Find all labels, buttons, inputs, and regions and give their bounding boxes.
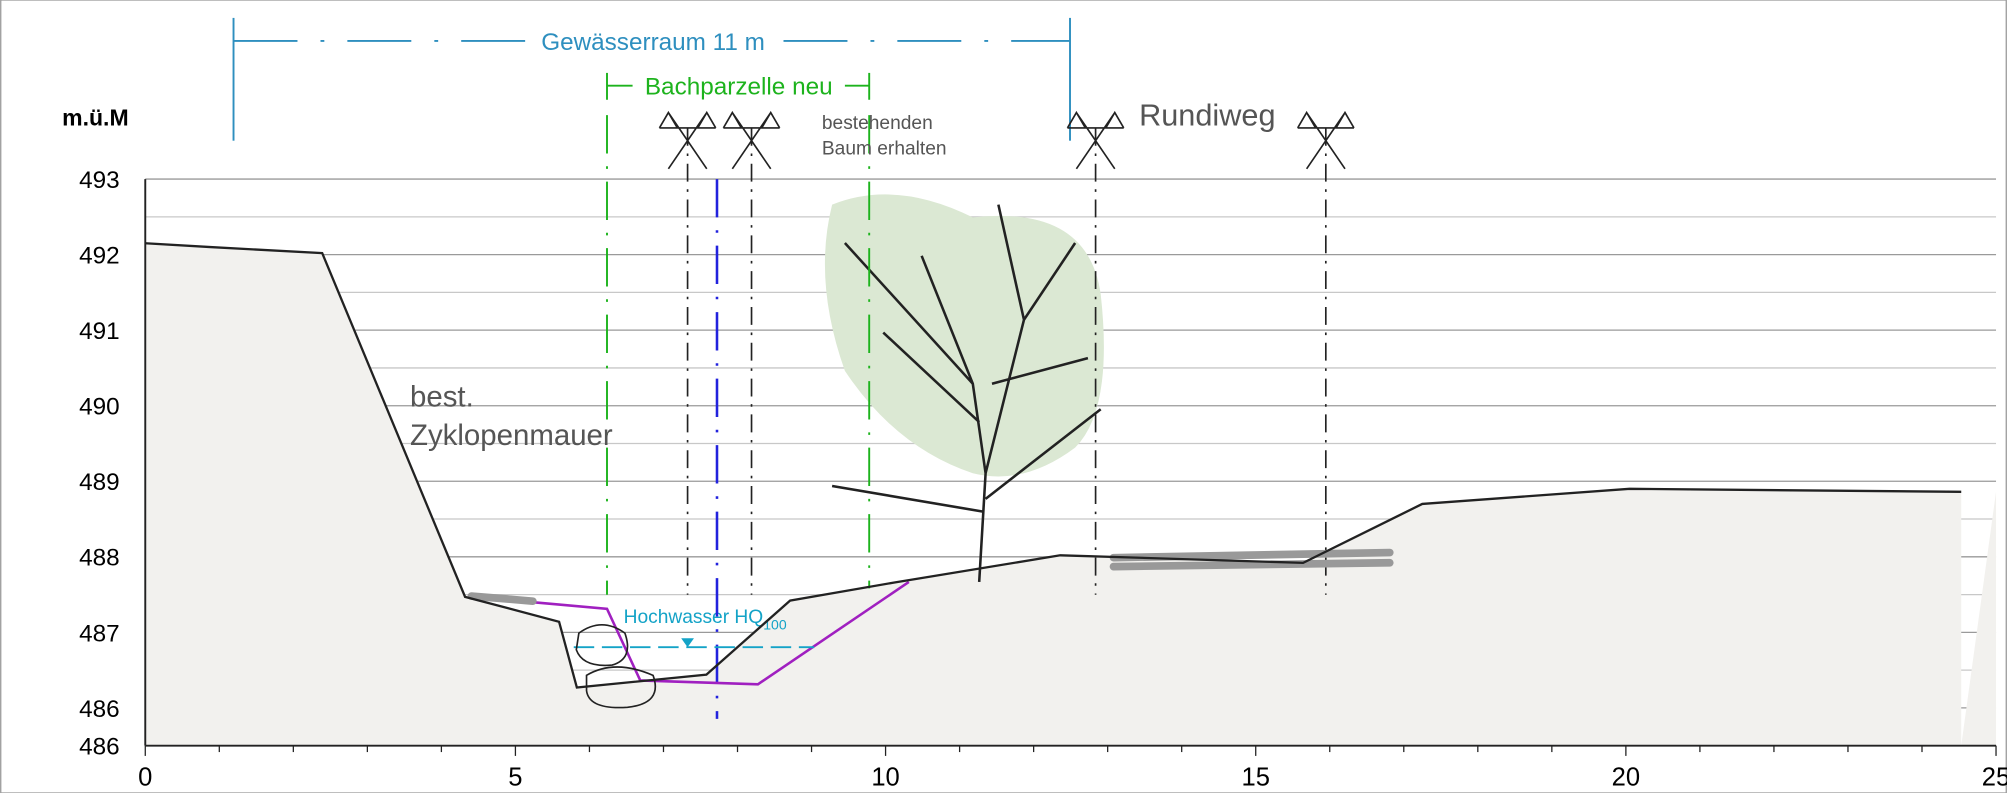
x-tick-label: 5: [508, 763, 522, 791]
ground-fill: [145, 243, 1997, 746]
y-tick-label: 486: [79, 696, 120, 723]
y-tick-label: 491: [79, 318, 120, 345]
label: bestehenden: [822, 113, 933, 134]
y-tick-label: 487: [79, 620, 120, 647]
y-tick-label: 486: [79, 734, 120, 761]
bachparzelle-dim: [606, 72, 871, 595]
axes: 486 486 487 488 489 490 491 492 493 0 5 10 15 20 25: [79, 167, 2007, 791]
gewaesserraum-dim: [232, 17, 1071, 141]
label: Hochwasser HQ100: [624, 607, 787, 632]
x-tick-label: 20: [1612, 763, 1640, 791]
stones: [575, 623, 657, 709]
x-tick-label: 25: [1982, 763, 2007, 791]
unit-label: m.ü.M: [62, 104, 128, 130]
path-surface: [467, 548, 1394, 605]
label: Rundiweg: [1139, 97, 1275, 132]
x-tick-label: 10: [871, 763, 899, 791]
y-tick-label: 489: [79, 469, 120, 496]
label: Bachparzelle neu: [645, 74, 833, 101]
label: best.: [410, 381, 474, 414]
label: Gewässerraum 11 m: [541, 29, 765, 56]
y-tick-label: 488: [79, 545, 120, 572]
y-tick-label: 492: [79, 243, 120, 270]
terrain-line: [145, 242, 1962, 689]
water-symbol: [681, 638, 694, 648]
x-tick-label: 15: [1241, 763, 1269, 791]
y-tick-label: 493: [79, 167, 120, 194]
label: Baum erhalten: [822, 139, 947, 160]
label: Zyklopenmauer: [410, 419, 613, 452]
tree: [824, 194, 1104, 583]
markers: [658, 110, 1355, 595]
y-tick-label: 490: [79, 394, 120, 421]
x-tick-label: 0: [138, 763, 152, 791]
